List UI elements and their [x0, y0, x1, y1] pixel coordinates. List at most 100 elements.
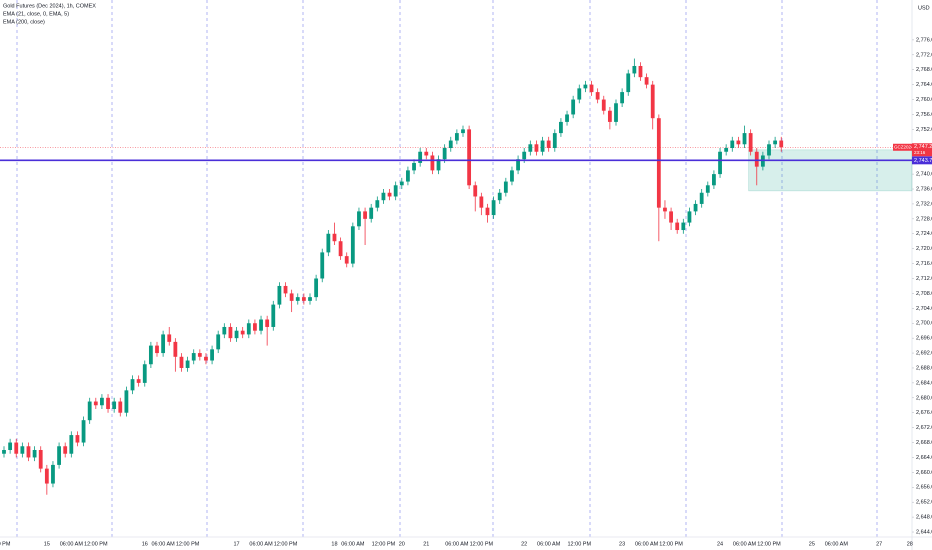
candle-body [8, 442, 13, 450]
candle-body [497, 192, 502, 201]
candle-body [393, 185, 398, 197]
x-tick-label: 06:00 AM [60, 541, 84, 547]
x-tick-label: 06:00 AM [733, 541, 757, 547]
x-tick-label: 06:00 AM [151, 541, 175, 547]
candle-body [589, 84, 594, 93]
candle-body [705, 185, 710, 193]
candle-body [148, 345, 153, 365]
candle-body [730, 140, 735, 149]
candle-body [632, 65, 637, 74]
candle-body [259, 319, 263, 331]
y-tick-label: 2,656.0 [916, 485, 932, 491]
candle-body [577, 88, 582, 100]
y-tick-label: 2,684.0 [916, 380, 932, 386]
candle-body [142, 364, 147, 383]
y-tick-label: 2,712.0 [916, 276, 932, 282]
y-tick-label: 2,736.0 [916, 186, 932, 192]
y-tick-label: 2,704.0 [916, 306, 932, 312]
y-tick-label: 2,680.0 [916, 395, 932, 401]
candle-body [32, 449, 37, 458]
candle-body [69, 435, 74, 454]
symbol-label: GCZ2024 [894, 144, 914, 149]
candle-body [699, 192, 704, 204]
candle-body [332, 233, 337, 242]
x-tick-label: 06:00 AM [341, 541, 365, 547]
candle-body [118, 401, 123, 413]
candle-body [626, 73, 631, 93]
candle-body [436, 159, 441, 171]
candle-body [381, 192, 386, 201]
y-tick-label: 2,720.0 [916, 246, 932, 252]
y-tick-label: 2,716.0 [916, 261, 932, 267]
candle-body [528, 144, 533, 152]
candle-body [63, 446, 68, 454]
price-line-tag [912, 156, 932, 165]
y-tick-label: 2,668.0 [916, 440, 932, 446]
y-tick-label: 2,756.0 [916, 112, 932, 118]
x-tick-label: 12:00 PM [470, 541, 494, 547]
candle-body [595, 92, 600, 100]
y-tick-label: 2,664.0 [916, 455, 932, 461]
x-tick-label: 15 [44, 541, 50, 547]
candle-body [748, 133, 753, 152]
x-tick-label: 16 [142, 541, 148, 547]
candle-body [350, 226, 355, 264]
y-tick-label: 2,676.0 [916, 410, 932, 416]
x-tick-label: 12:00 PM [757, 541, 781, 547]
y-tick-label: 2,688.0 [916, 365, 932, 371]
candle-body [20, 446, 25, 454]
candle-body [669, 211, 673, 223]
candle-body [712, 174, 716, 186]
candle-body [185, 360, 190, 368]
candle-body [301, 297, 306, 301]
y-tick-label: 2,772.0 [916, 52, 932, 58]
currency: USD [918, 5, 930, 11]
y-tick-label: 2,700.0 [916, 321, 932, 327]
candle-body [656, 118, 661, 208]
y-tick-label: 2,724.0 [916, 231, 932, 237]
candle-body [442, 148, 447, 160]
y-tick-label: 2,648.0 [916, 515, 932, 521]
candle-body [718, 151, 722, 175]
candle-body [289, 293, 294, 301]
y-tick-label: 2,660.0 [916, 470, 932, 476]
candle-body [448, 140, 453, 149]
candle-body [614, 103, 618, 122]
x-tick-label: 12:00 PM [176, 541, 200, 547]
candle-body [430, 155, 435, 171]
x-tick-label: 28 [907, 541, 913, 547]
candle-body [565, 114, 569, 122]
candle-body [228, 326, 233, 339]
candle-body [387, 192, 392, 197]
y-tick-label: 2,740.0 [916, 172, 932, 178]
candle-body [418, 151, 423, 163]
candle-body [522, 151, 527, 160]
candle-body [510, 170, 514, 182]
candle-body [130, 379, 135, 391]
candle-body [607, 110, 612, 122]
y-tick-label: 2,652.0 [916, 500, 932, 506]
candle-body [663, 207, 667, 212]
price-line-label: 2,743.7 [914, 158, 932, 164]
x-tick-label: 06:00 AM [445, 541, 469, 547]
candle-body [399, 181, 404, 186]
candle-body [51, 464, 55, 484]
x-tick-label: 12:00 PM [372, 541, 396, 547]
candle-body [540, 140, 545, 152]
candle-body [559, 121, 563, 134]
last-price-tag [912, 143, 932, 157]
candle-body [197, 353, 202, 357]
candle-body [87, 401, 92, 421]
candle-body [93, 401, 98, 406]
candle-body [767, 144, 771, 156]
candle-body [240, 330, 245, 335]
x-tick-label: 12:00 PM [84, 541, 108, 547]
candle-body [14, 442, 19, 454]
candle-body [687, 211, 692, 223]
x-tick-label: 06:00 AM [635, 541, 659, 547]
candle-body [406, 170, 410, 182]
y-tick-label: 2,732.0 [916, 201, 932, 207]
indicator-legend: EMA (200, close) [3, 19, 45, 25]
candle-body [57, 446, 61, 465]
